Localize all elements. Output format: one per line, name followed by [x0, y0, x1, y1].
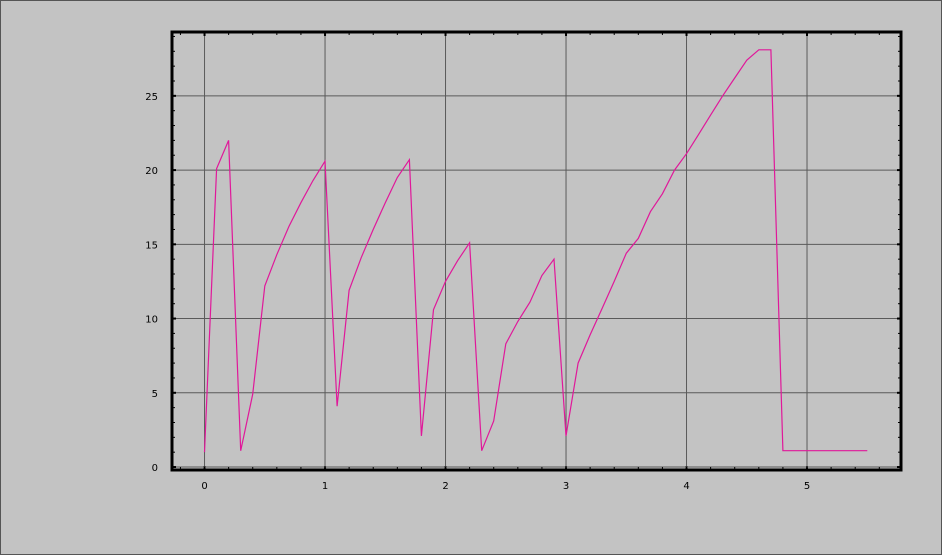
x-axis-tick-labels: 0 1 2 3 4 5	[201, 481, 810, 492]
x-tick-label-4: 4	[683, 481, 689, 492]
x-tick-label-1: 1	[322, 481, 328, 492]
y-tick-label-5: 25	[145, 92, 158, 103]
x-tick-label-5: 5	[804, 481, 810, 492]
series-layer	[203, 49, 868, 453]
y-tick-label-0: 0	[152, 463, 158, 474]
plot-border	[170, 30, 903, 472]
x-tick-label-0: 0	[201, 481, 207, 492]
x-tick-label-3: 3	[563, 481, 569, 492]
series-line-0	[203, 49, 868, 453]
x-tick-label-2: 2	[442, 481, 448, 492]
y-tick-label-1: 5	[152, 389, 158, 400]
minor-ticks	[172, 32, 901, 470]
y-tick-label-3: 15	[145, 240, 158, 251]
grid-lines	[171, 31, 902, 471]
y-tick-label-2: 10	[145, 315, 158, 326]
y-axis-tick-labels: 0 5 10 15 20 25	[145, 92, 158, 474]
y-tick-label-4: 20	[145, 166, 158, 177]
